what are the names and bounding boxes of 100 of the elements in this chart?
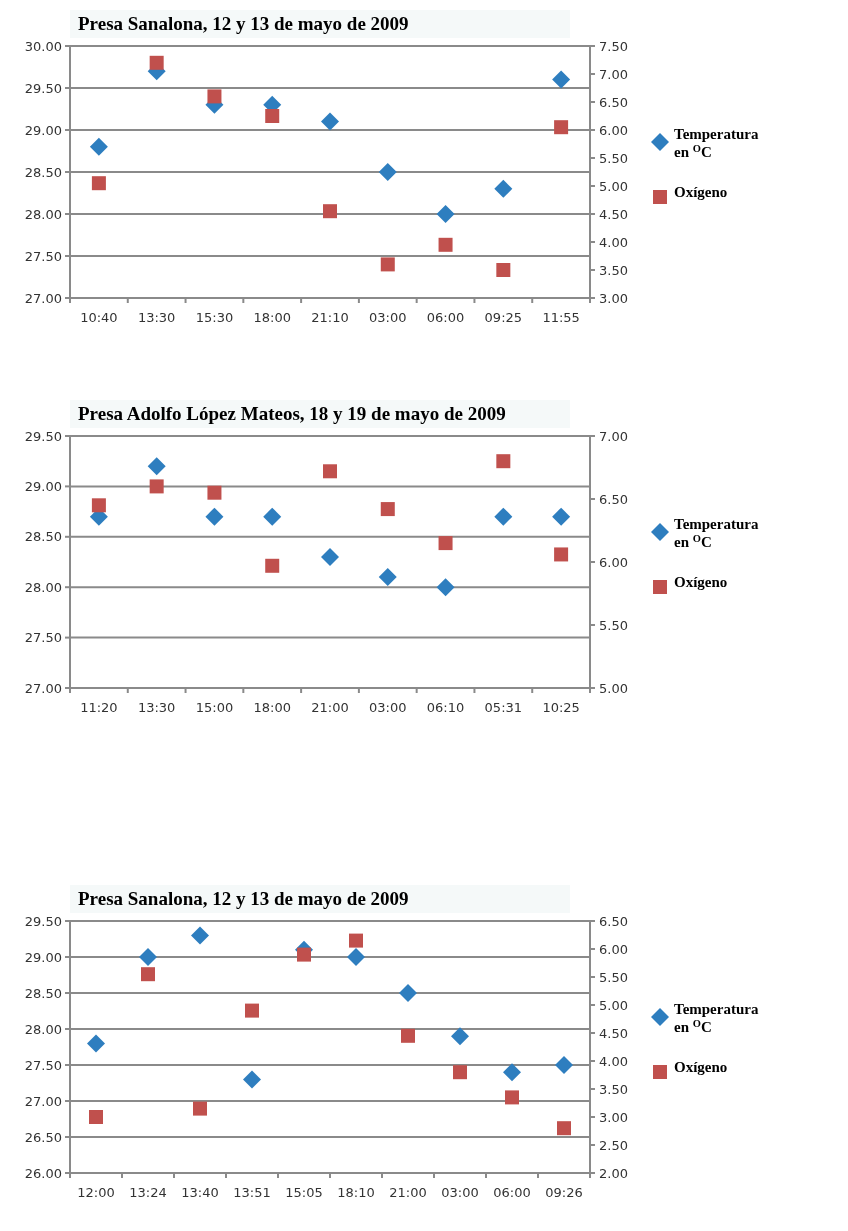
point: [243, 1070, 261, 1089]
y-tick-label: 28.00: [24, 579, 62, 595]
point: [297, 947, 311, 962]
point: [399, 984, 417, 1002]
y2-tick-label: 6.50: [599, 94, 628, 110]
y2-tick-label: 4.00: [599, 1053, 628, 1069]
x-tick-label: 15:30: [195, 310, 234, 325]
point: [147, 457, 166, 476]
x-tick-label: 13:30: [137, 700, 176, 715]
point: [347, 948, 365, 966]
point: [265, 558, 280, 573]
y-tick-label: 27.00: [24, 680, 62, 696]
legend-label: Oxígeno: [674, 1059, 728, 1075]
point: [149, 479, 164, 494]
y-tick-label: 29.00: [24, 949, 62, 965]
y-tick-label: 26.00: [24, 1165, 62, 1181]
x-tick-label: 10:25: [542, 700, 580, 715]
y-tick-label: 27.50: [24, 630, 62, 646]
point: [401, 1028, 415, 1043]
legend-label: Oxígeno: [674, 184, 728, 200]
y2-tick-label: 6.50: [599, 913, 628, 929]
y-tick-label: 29.50: [24, 913, 62, 929]
point: [503, 1063, 521, 1082]
point: [207, 89, 222, 104]
y2-tick-label: 3.50: [599, 262, 628, 278]
point: [263, 507, 282, 526]
point: [349, 933, 363, 948]
legend-label: Temperatura en $^{O}$C: [674, 126, 759, 160]
x-tick-label: 18:00: [253, 310, 291, 325]
chart-title: Presa Adolfo López Mateos, 18 y 19 de mayo de 2009: [78, 403, 506, 424]
y2-tick-label: 5.00: [599, 178, 628, 194]
point: [380, 257, 395, 272]
y-tick-label: 27.00: [24, 1093, 62, 1109]
y2-tick-label: 3.50: [599, 1081, 628, 1097]
x-tick-label: 21:00: [311, 700, 349, 715]
x-tick-label: 13:51: [233, 1185, 271, 1200]
y2-tick-label: 5.50: [599, 150, 628, 166]
point: [378, 568, 397, 587]
y-tick-label: 28.00: [24, 206, 62, 222]
y2-tick-label: 7.00: [599, 66, 628, 82]
legend-label: Temperatura en $^{O}$C: [674, 1001, 759, 1035]
y-tick-label: 27.00: [24, 290, 62, 306]
point: [496, 454, 511, 469]
x-tick-label: 13:40: [181, 1185, 219, 1200]
x-tick-label: 11:20: [80, 700, 118, 715]
y2-tick-label: 7.50: [599, 38, 628, 54]
y-tick-label: 28.50: [24, 985, 62, 1001]
point: [321, 547, 339, 566]
y2-tick-label: 6.00: [599, 122, 628, 138]
point: [496, 263, 511, 277]
point: [245, 1003, 259, 1018]
y2-tick-label: 5.50: [599, 617, 628, 633]
y2-tick-label: 5.00: [599, 997, 628, 1013]
chart-title: Presa Sanalona, 12 y 13 de mayo de 2009: [78, 13, 409, 34]
point: [436, 205, 455, 223]
point: [139, 948, 157, 966]
y2-tick-label: 4.50: [599, 206, 628, 222]
x-tick-label: 10:40: [80, 310, 118, 325]
y2-tick-label: 7.00: [599, 428, 628, 444]
y2-tick-label: 4.50: [599, 1025, 628, 1041]
y-tick-label: 29.00: [24, 478, 62, 494]
y-tick-label: 28.00: [24, 1021, 62, 1037]
x-tick-label: 06:00: [426, 310, 465, 325]
point: [265, 109, 280, 123]
point: [557, 1121, 571, 1136]
point: [552, 507, 571, 526]
x-tick-label: 21:10: [311, 310, 349, 325]
x-tick-label: 06:00: [493, 1185, 531, 1200]
y2-tick-label: 3.00: [599, 1109, 628, 1125]
point: [207, 485, 222, 500]
y2-tick-label: 3.00: [599, 290, 628, 306]
point: [453, 1065, 467, 1080]
x-tick-label: 15:05: [285, 1185, 323, 1200]
point: [378, 163, 397, 181]
x-tick-label: 03:00: [369, 310, 407, 325]
y2-tick-label: 2.00: [599, 1165, 628, 1181]
point: [87, 1034, 105, 1053]
y-tick-label: 30.00: [24, 38, 62, 54]
point: [555, 1056, 573, 1074]
y-tick-label: 29.50: [24, 80, 62, 96]
point: [436, 578, 455, 597]
point: [89, 137, 108, 156]
legend-label: Oxígeno: [674, 574, 728, 590]
x-tick-label: 11:55: [542, 310, 580, 325]
y2-tick-label: 5.00: [599, 680, 628, 696]
x-tick-label: 15:00: [195, 700, 234, 715]
legend-label: Temperatura en $^{O}$C: [674, 516, 759, 550]
y2-tick-label: 6.00: [599, 941, 628, 957]
x-tick-label: 09:26: [545, 1185, 583, 1200]
y-tick-label: 28.50: [24, 529, 62, 545]
x-tick-label: 18:10: [337, 1185, 375, 1200]
x-tick-label: 18:00: [253, 700, 291, 715]
y-tick-label: 29.50: [24, 428, 62, 444]
x-tick-label: 03:00: [369, 700, 407, 715]
point: [554, 120, 569, 135]
chart-title: Presa Sanalona, 12 y 13 de mayo de 2009: [78, 888, 409, 909]
x-tick-label: 13:24: [129, 1185, 167, 1200]
point: [91, 498, 106, 513]
point: [380, 502, 395, 517]
y-tick-label: 27.50: [24, 1057, 62, 1073]
